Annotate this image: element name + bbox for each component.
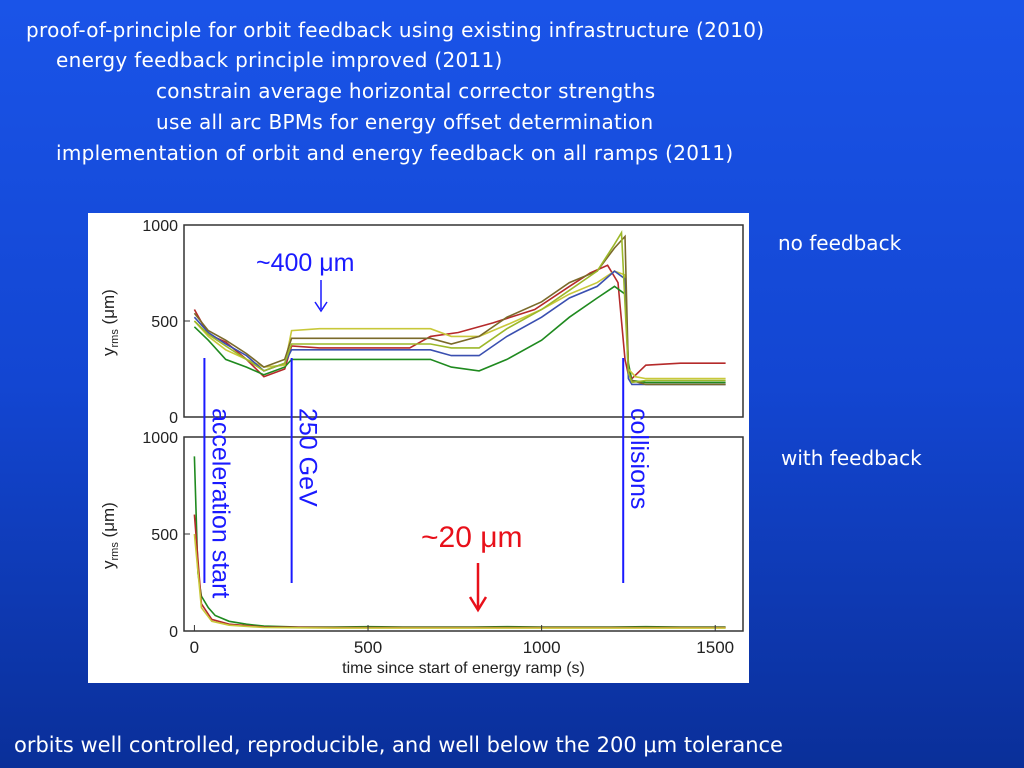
no-feedback-label: no feedback [778,231,902,255]
annotation-top-arrow-head [314,301,328,313]
series-line-1-6 [193,230,726,384]
x-tick-label: 1000 [523,638,561,657]
bullet-line-5: implementation of orbit and energy feedb… [56,141,734,165]
x-tick-label: 1500 [696,638,734,657]
annotation-top: ~400 μm [256,249,355,277]
y-tick-label: 0 [169,624,178,641]
y-tick-label: 500 [151,314,178,331]
marker-label: 250 GeV [294,408,322,507]
y-tick-label: 1000 [142,430,178,447]
bullet-line-2: energy feedback principle improved (2011… [56,48,503,72]
orbit-chart-svg: 0 500 1000 yrms (μm) 0 500 1000 yrms (μm) 0 500 10… [99,218,744,677]
y-tick-label: 1000 [142,218,178,235]
x-axis-label: time since start of energy ramp (s) [342,660,585,677]
y-tick-label: 500 [151,527,178,544]
footer-summary: orbits well controlled, reproducible, an… [14,733,783,757]
bullet-line-3: constrain average horizontal corrector s… [156,79,656,103]
with-feedback-label: with feedback [781,446,922,470]
x-tick-label: 0 [190,638,199,657]
marker-label: acceleration start [206,408,234,598]
bullet-line-4: use all arc BPMs for energy offset deter… [156,110,654,134]
annotation-bottom: ~20 μm [421,521,523,554]
series-line-1-2 [193,285,726,384]
annotation-bottom-arrow-head [468,596,488,613]
bullet-line-1: proof-of-principle for orbit feedback us… [26,18,765,42]
marker-label: collisions [625,408,653,509]
series-line-1-1 [193,264,726,380]
orbit-plot: 0 500 1000 yrms (μm) 0 500 1000 yrms (μm) 0 500 10… [88,213,749,683]
y-axis-label: yrms (μm) [99,289,121,356]
y-tick-label: 0 [169,410,178,427]
x-tick-label: 500 [354,638,382,657]
series-line-1-3 [193,270,726,380]
y-axis-label: yrms (μm) [99,502,121,569]
